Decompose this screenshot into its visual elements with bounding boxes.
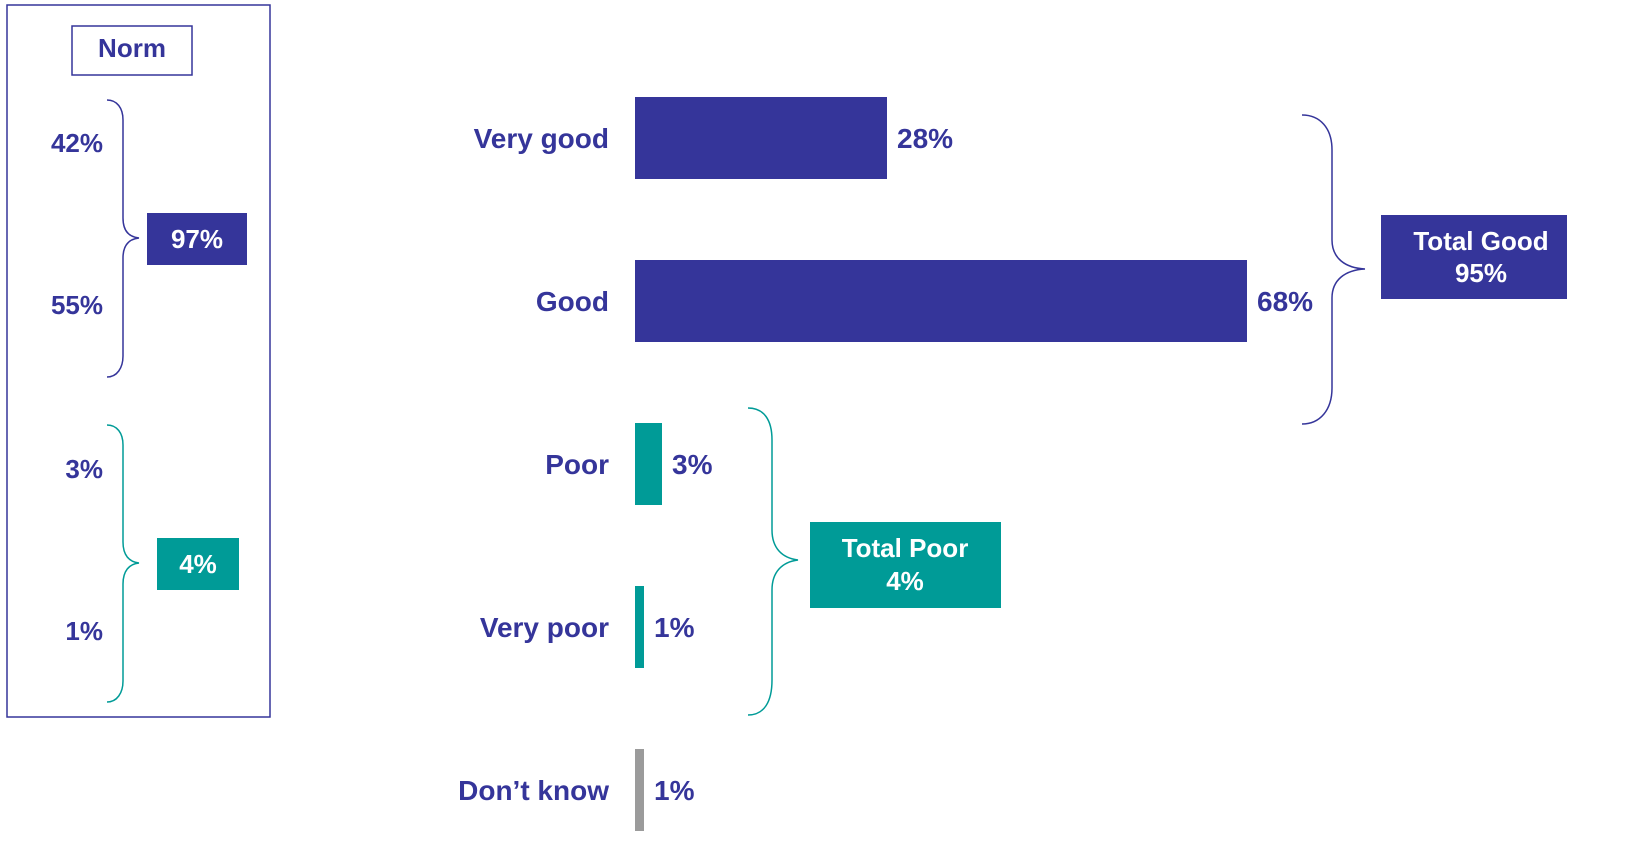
value-label-poor: 3% bbox=[672, 449, 713, 480]
category-label-good: Good bbox=[536, 286, 609, 317]
norm-value-poor: 3% bbox=[65, 454, 103, 484]
norm-value-very-good: 42% bbox=[51, 128, 103, 158]
value-label-don-t-know: 1% bbox=[654, 775, 695, 806]
norm-panel-frame bbox=[6, 4, 271, 718]
total-good-brace bbox=[1301, 114, 1366, 425]
value-label-good: 68% bbox=[1257, 286, 1313, 317]
norm-total-poor-box bbox=[157, 538, 239, 590]
bar-poor bbox=[635, 423, 662, 505]
bar-good bbox=[635, 260, 1247, 342]
norm-title: Norm bbox=[98, 33, 166, 63]
bar-very-poor bbox=[635, 586, 644, 668]
norm-poor-brace bbox=[106, 424, 140, 703]
total-good-label: Total Good bbox=[1413, 226, 1548, 256]
category-label-very-good: Very good bbox=[474, 123, 609, 154]
norm-value-very-poor: 1% bbox=[65, 616, 103, 646]
total-poor-label: Total Poor bbox=[842, 533, 969, 563]
total-poor-box bbox=[810, 522, 1001, 608]
bar-don-t-know bbox=[635, 749, 644, 831]
value-label-very-poor: 1% bbox=[654, 612, 695, 643]
total-good-value: 95% bbox=[1455, 258, 1507, 288]
norm-value-good: 55% bbox=[51, 290, 103, 320]
category-label-poor: Poor bbox=[545, 449, 609, 480]
total-poor-value: 4% bbox=[886, 566, 924, 596]
norm-total-good-box bbox=[147, 213, 247, 265]
category-label-very-poor: Very poor bbox=[480, 612, 609, 643]
total-poor-brace bbox=[747, 407, 799, 716]
bars-group: Very good 28% Good 68% Poor 3% Very poor 1% Don’… bbox=[458, 97, 1313, 831]
value-label-very-good: 28% bbox=[897, 123, 953, 154]
norm-title-box bbox=[71, 25, 193, 76]
norm-good-brace bbox=[106, 99, 140, 378]
bar-very-good bbox=[635, 97, 887, 179]
total-good-box bbox=[1381, 215, 1567, 299]
category-label-don-t-know: Don’t know bbox=[458, 775, 609, 806]
norm-total-poor: 4% bbox=[179, 549, 217, 579]
norm-total-good: 97% bbox=[171, 224, 223, 254]
